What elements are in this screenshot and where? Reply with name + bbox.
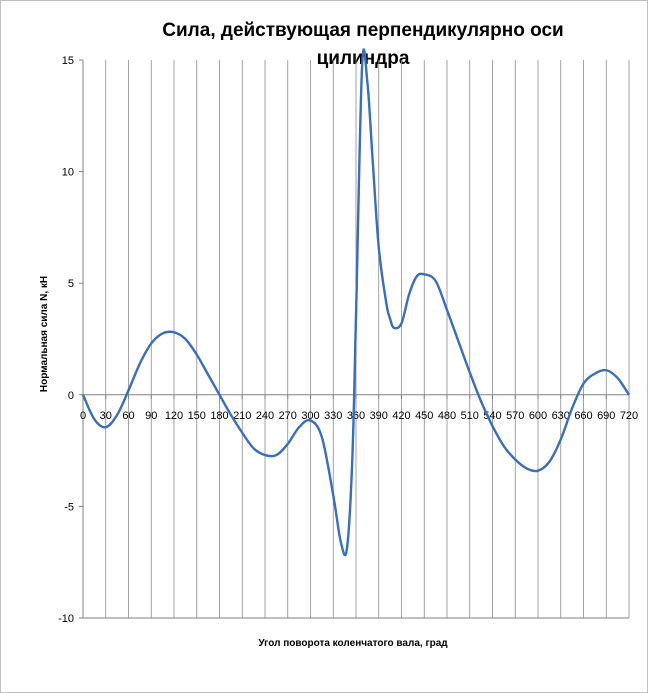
x-tick-label-12: 360 [347, 410, 365, 422]
x-tick-label-22: 660 [574, 410, 592, 422]
x-tick-label-16: 480 [438, 410, 456, 422]
x-tick-label-10: 300 [301, 410, 319, 422]
x-tick-label-9: 270 [279, 410, 297, 422]
x-tick-label-5: 150 [188, 410, 206, 422]
x-tick-label-13: 390 [370, 410, 388, 422]
y-tick-label-1: 10 [62, 167, 74, 179]
y-tick-label-2: 5 [68, 278, 74, 290]
x-tick-label-21: 630 [552, 410, 570, 422]
x-tick-label-1: 30 [100, 410, 112, 422]
x-tick-label-0: 0 [80, 410, 86, 422]
x-tick-label-19: 570 [506, 410, 524, 422]
x-tick-labels: 0 30 60 90 120 150 180 210 240 270 300 330 360 390 420… [80, 410, 638, 422]
x-tick-label-14: 420 [392, 410, 410, 422]
series-line-0 [81, 48, 631, 557]
x-tick-label-15: 450 [415, 410, 433, 422]
x-tick-label-17: 510 [461, 410, 479, 422]
x-tick-label-6: 180 [210, 410, 228, 422]
x-tick-label-3: 90 [145, 410, 157, 422]
y-tick-label-5: -10 [58, 613, 74, 625]
chart-title-line-1: Сила, действующая перпендикулярно оси [162, 20, 563, 41]
grid-lines [105, 60, 630, 618]
series-group [81, 48, 631, 557]
x-tick-label-8: 240 [256, 410, 274, 422]
x-axis-label: Угол поворота коленчатого вала, град [258, 638, 448, 649]
y-tick-label-3: 0 [68, 390, 74, 402]
x-tick-label-4: 120 [165, 410, 183, 422]
axes [79, 59, 630, 619]
y-axis-label: Нормальная сила N, кН [39, 276, 50, 392]
y-tick-labels: 15 10 5 0 -5 -10 [58, 55, 74, 625]
x-tick-label-2: 60 [122, 410, 134, 422]
y-tick-label-4: -5 [64, 501, 74, 513]
x-tick-label-20: 600 [529, 410, 547, 422]
x-tick-label-7: 210 [233, 410, 251, 422]
x-tick-label-24: 720 [620, 410, 638, 422]
x-tick-label-11: 330 [324, 410, 342, 422]
x-tick-label-23: 690 [597, 410, 615, 422]
y-tick-label-0: 15 [62, 55, 74, 67]
